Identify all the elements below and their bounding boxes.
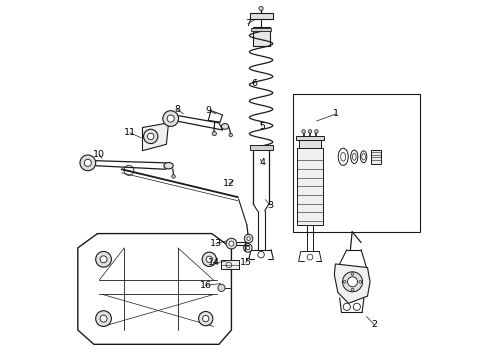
Circle shape (247, 237, 250, 240)
Text: 1: 1 (333, 109, 339, 118)
Bar (293, 94, 420, 232)
Ellipse shape (164, 162, 173, 169)
Ellipse shape (221, 123, 228, 129)
Bar (249, 145, 272, 150)
Circle shape (244, 244, 252, 252)
Text: 8: 8 (174, 105, 180, 114)
Text: 14: 14 (208, 258, 220, 267)
Circle shape (229, 133, 232, 137)
Text: 12: 12 (223, 179, 235, 188)
Circle shape (308, 130, 312, 133)
Text: 4: 4 (259, 158, 265, 167)
Circle shape (359, 280, 362, 283)
Bar (221, 260, 239, 269)
Circle shape (246, 246, 249, 249)
Bar (299, 140, 321, 148)
Text: 13: 13 (210, 239, 222, 248)
Circle shape (147, 133, 154, 140)
Circle shape (163, 111, 178, 126)
Circle shape (351, 288, 354, 291)
Text: 9: 9 (206, 106, 212, 115)
Circle shape (218, 284, 225, 292)
Bar (252, 27, 270, 46)
Circle shape (100, 315, 107, 322)
Circle shape (212, 131, 217, 136)
Bar (249, 13, 272, 18)
Text: 10: 10 (93, 150, 105, 159)
Circle shape (206, 256, 213, 262)
Circle shape (100, 256, 107, 263)
Circle shape (167, 115, 174, 122)
Circle shape (198, 311, 213, 326)
Circle shape (84, 159, 92, 166)
Circle shape (202, 252, 217, 266)
Circle shape (343, 280, 346, 283)
Bar (251, 28, 271, 31)
Circle shape (259, 6, 263, 11)
Text: 15: 15 (240, 258, 252, 267)
Circle shape (302, 130, 305, 133)
Bar (296, 136, 324, 140)
Polygon shape (334, 264, 370, 303)
Circle shape (80, 155, 96, 171)
Text: 2: 2 (371, 320, 377, 329)
Text: 7: 7 (245, 19, 251, 28)
Bar (371, 150, 381, 164)
Circle shape (172, 175, 175, 178)
Text: 6: 6 (251, 79, 257, 88)
Circle shape (229, 241, 234, 246)
Polygon shape (143, 123, 169, 151)
Circle shape (343, 272, 363, 292)
Text: 16: 16 (200, 281, 212, 290)
Circle shape (351, 273, 354, 275)
Circle shape (96, 251, 111, 267)
Circle shape (144, 129, 158, 144)
Text: 3: 3 (267, 201, 273, 210)
Circle shape (202, 315, 209, 322)
Circle shape (315, 130, 318, 133)
Circle shape (226, 238, 237, 249)
Bar (297, 148, 323, 225)
Circle shape (245, 234, 253, 243)
Circle shape (347, 277, 358, 287)
Text: 5: 5 (259, 122, 265, 131)
Circle shape (96, 311, 111, 327)
Text: 11: 11 (124, 129, 136, 138)
